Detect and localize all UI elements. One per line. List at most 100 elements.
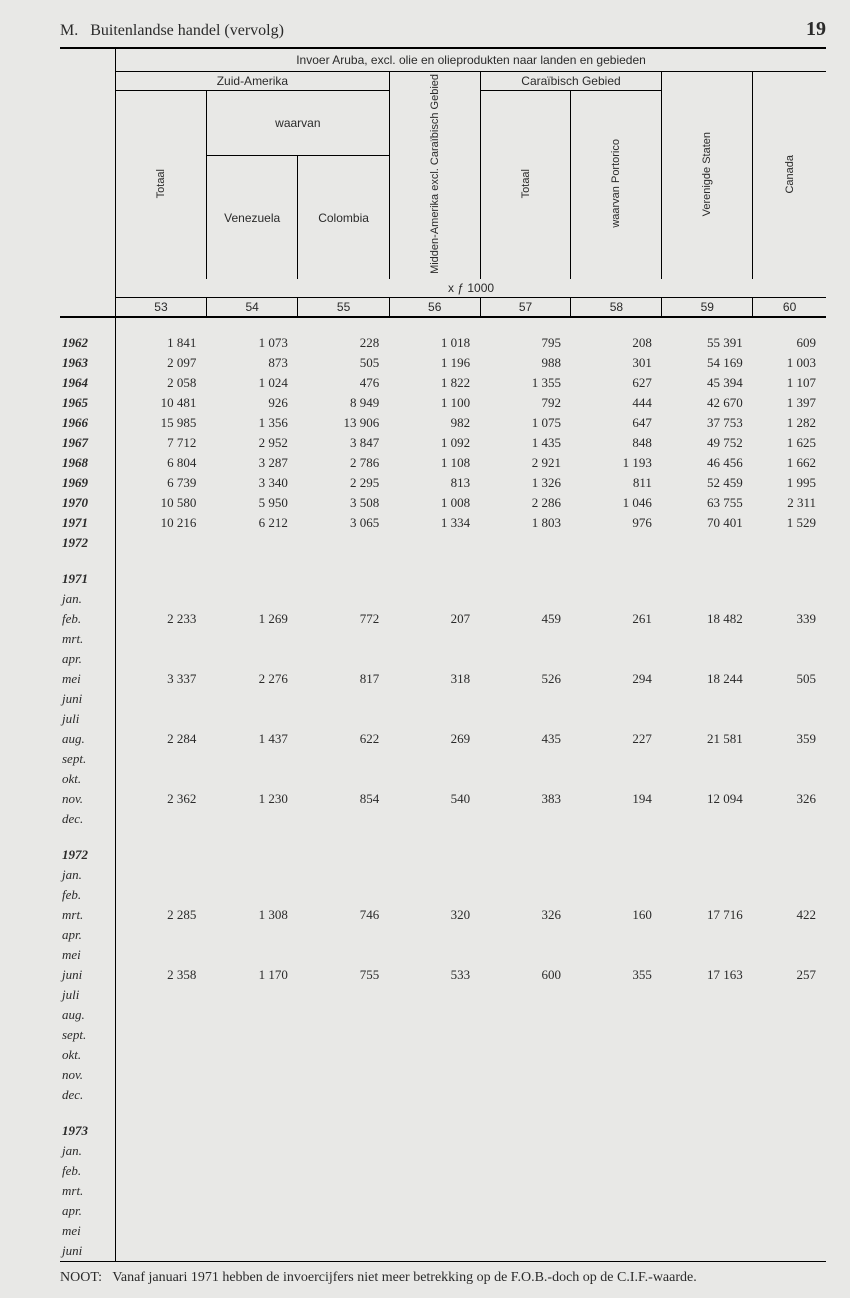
table-row: juni <box>60 689 826 709</box>
cell: 355 <box>571 965 662 985</box>
table-row: feb. <box>60 1161 826 1181</box>
cell: 10 580 <box>116 493 207 513</box>
table-row: nov. <box>60 1065 826 1085</box>
row-label: 1969 <box>60 473 116 493</box>
colnum: 54 <box>206 297 297 317</box>
cell: 49 752 <box>662 433 753 453</box>
cell: 1 995 <box>753 473 826 493</box>
row-label: 1970 <box>60 493 116 513</box>
cell <box>662 533 753 553</box>
cell: 627 <box>571 373 662 393</box>
cell: 811 <box>571 473 662 493</box>
row-label: 1965 <box>60 393 116 413</box>
row-label: juni <box>60 965 116 985</box>
colnum: 60 <box>753 297 826 317</box>
table-row: okt. <box>60 1045 826 1065</box>
cell: 1 046 <box>571 493 662 513</box>
cell: 1 230 <box>206 789 297 809</box>
table-row: nov.2 3621 23085454038319412 094326 <box>60 789 826 809</box>
cell: 848 <box>571 433 662 453</box>
table-row: 19621 8411 0732281 01879520855 391609 <box>60 333 826 353</box>
cell <box>480 533 571 553</box>
cell: 208 <box>571 333 662 353</box>
cell: 1 008 <box>389 493 480 513</box>
row-label: okt. <box>60 1045 116 1065</box>
cell: 622 <box>298 729 389 749</box>
cell: 383 <box>480 789 571 809</box>
cell: 533 <box>389 965 480 985</box>
row-label: juli <box>60 709 116 729</box>
table-row: 196510 4819268 9491 10079244442 6701 397 <box>60 393 826 413</box>
cell: 854 <box>298 789 389 809</box>
row-label: okt. <box>60 769 116 789</box>
footnote: NOOT: Vanaf januari 1971 hebben de invoe… <box>60 1270 826 1286</box>
cell: 2 233 <box>116 609 207 629</box>
spacer-row <box>60 553 826 569</box>
cell: 160 <box>571 905 662 925</box>
row-label: feb. <box>60 1161 116 1181</box>
row-label: apr. <box>60 649 116 669</box>
cell: 1 529 <box>753 513 826 533</box>
cell: 227 <box>571 729 662 749</box>
cell: 13 906 <box>298 413 389 433</box>
table-row: apr. <box>60 1201 826 1221</box>
row-label: 1964 <box>60 373 116 393</box>
table-row: mei <box>60 945 826 965</box>
table-row: sept. <box>60 749 826 769</box>
table-row: juli <box>60 709 826 729</box>
row-label: 1968 <box>60 453 116 473</box>
cell: 792 <box>480 393 571 413</box>
table-row: 1973 <box>60 1121 826 1141</box>
cell: 2 952 <box>206 433 297 453</box>
cell: 459 <box>480 609 571 629</box>
cell: 926 <box>206 393 297 413</box>
cell: 746 <box>298 905 389 925</box>
cell: 2 295 <box>298 473 389 493</box>
cell <box>116 533 207 553</box>
cell: 17 163 <box>662 965 753 985</box>
cell <box>571 533 662 553</box>
row-label: 1971 <box>60 513 116 533</box>
page-header: M. Buitenlandse handel (vervolg) 19 <box>60 18 826 41</box>
cell: 6 739 <box>116 473 207 493</box>
cell: 15 985 <box>116 413 207 433</box>
cell: 813 <box>389 473 480 493</box>
spacer-row <box>60 317 826 333</box>
table-row: dec. <box>60 1085 826 1105</box>
cell: 320 <box>389 905 480 925</box>
row-label: mrt. <box>60 1181 116 1201</box>
cell: 37 753 <box>662 413 753 433</box>
col-midden-amerika: Midden-Amerika excl. Caraïbisch Gebied <box>389 72 480 279</box>
cell: 63 755 <box>662 493 753 513</box>
row-label: 1963 <box>60 353 116 373</box>
cell: 2 358 <box>116 965 207 985</box>
cell: 444 <box>571 393 662 413</box>
cell: 2 097 <box>116 353 207 373</box>
cell: 609 <box>753 333 826 353</box>
cell <box>206 533 297 553</box>
group-zuid-amerika: Zuid-Amerika <box>116 72 390 91</box>
cell: 1 282 <box>753 413 826 433</box>
cell: 18 244 <box>662 669 753 689</box>
row-label: nov. <box>60 1065 116 1085</box>
row-label: mei <box>60 1221 116 1241</box>
cell: 45 394 <box>662 373 753 393</box>
table-row: 1972 <box>60 845 826 865</box>
row-label: jan. <box>60 865 116 885</box>
cell: 326 <box>753 789 826 809</box>
cell: 1 803 <box>480 513 571 533</box>
row-label: 1962 <box>60 333 116 353</box>
table-row: jan. <box>60 589 826 609</box>
colnum: 55 <box>298 297 389 317</box>
cell: 17 716 <box>662 905 753 925</box>
page-root: M. Buitenlandse handel (vervolg) 19 Invo… <box>0 0 850 1298</box>
row-label: 1966 <box>60 413 116 433</box>
cell: 326 <box>480 905 571 925</box>
row-label: aug. <box>60 729 116 749</box>
table-row: 19632 0978735051 19698830154 1691 003 <box>60 353 826 373</box>
table-row: 197010 5805 9503 5081 0082 2861 04663 75… <box>60 493 826 513</box>
cell: 1 108 <box>389 453 480 473</box>
cell: 1 193 <box>571 453 662 473</box>
cell: 2 284 <box>116 729 207 749</box>
row-label: jan. <box>60 1141 116 1161</box>
